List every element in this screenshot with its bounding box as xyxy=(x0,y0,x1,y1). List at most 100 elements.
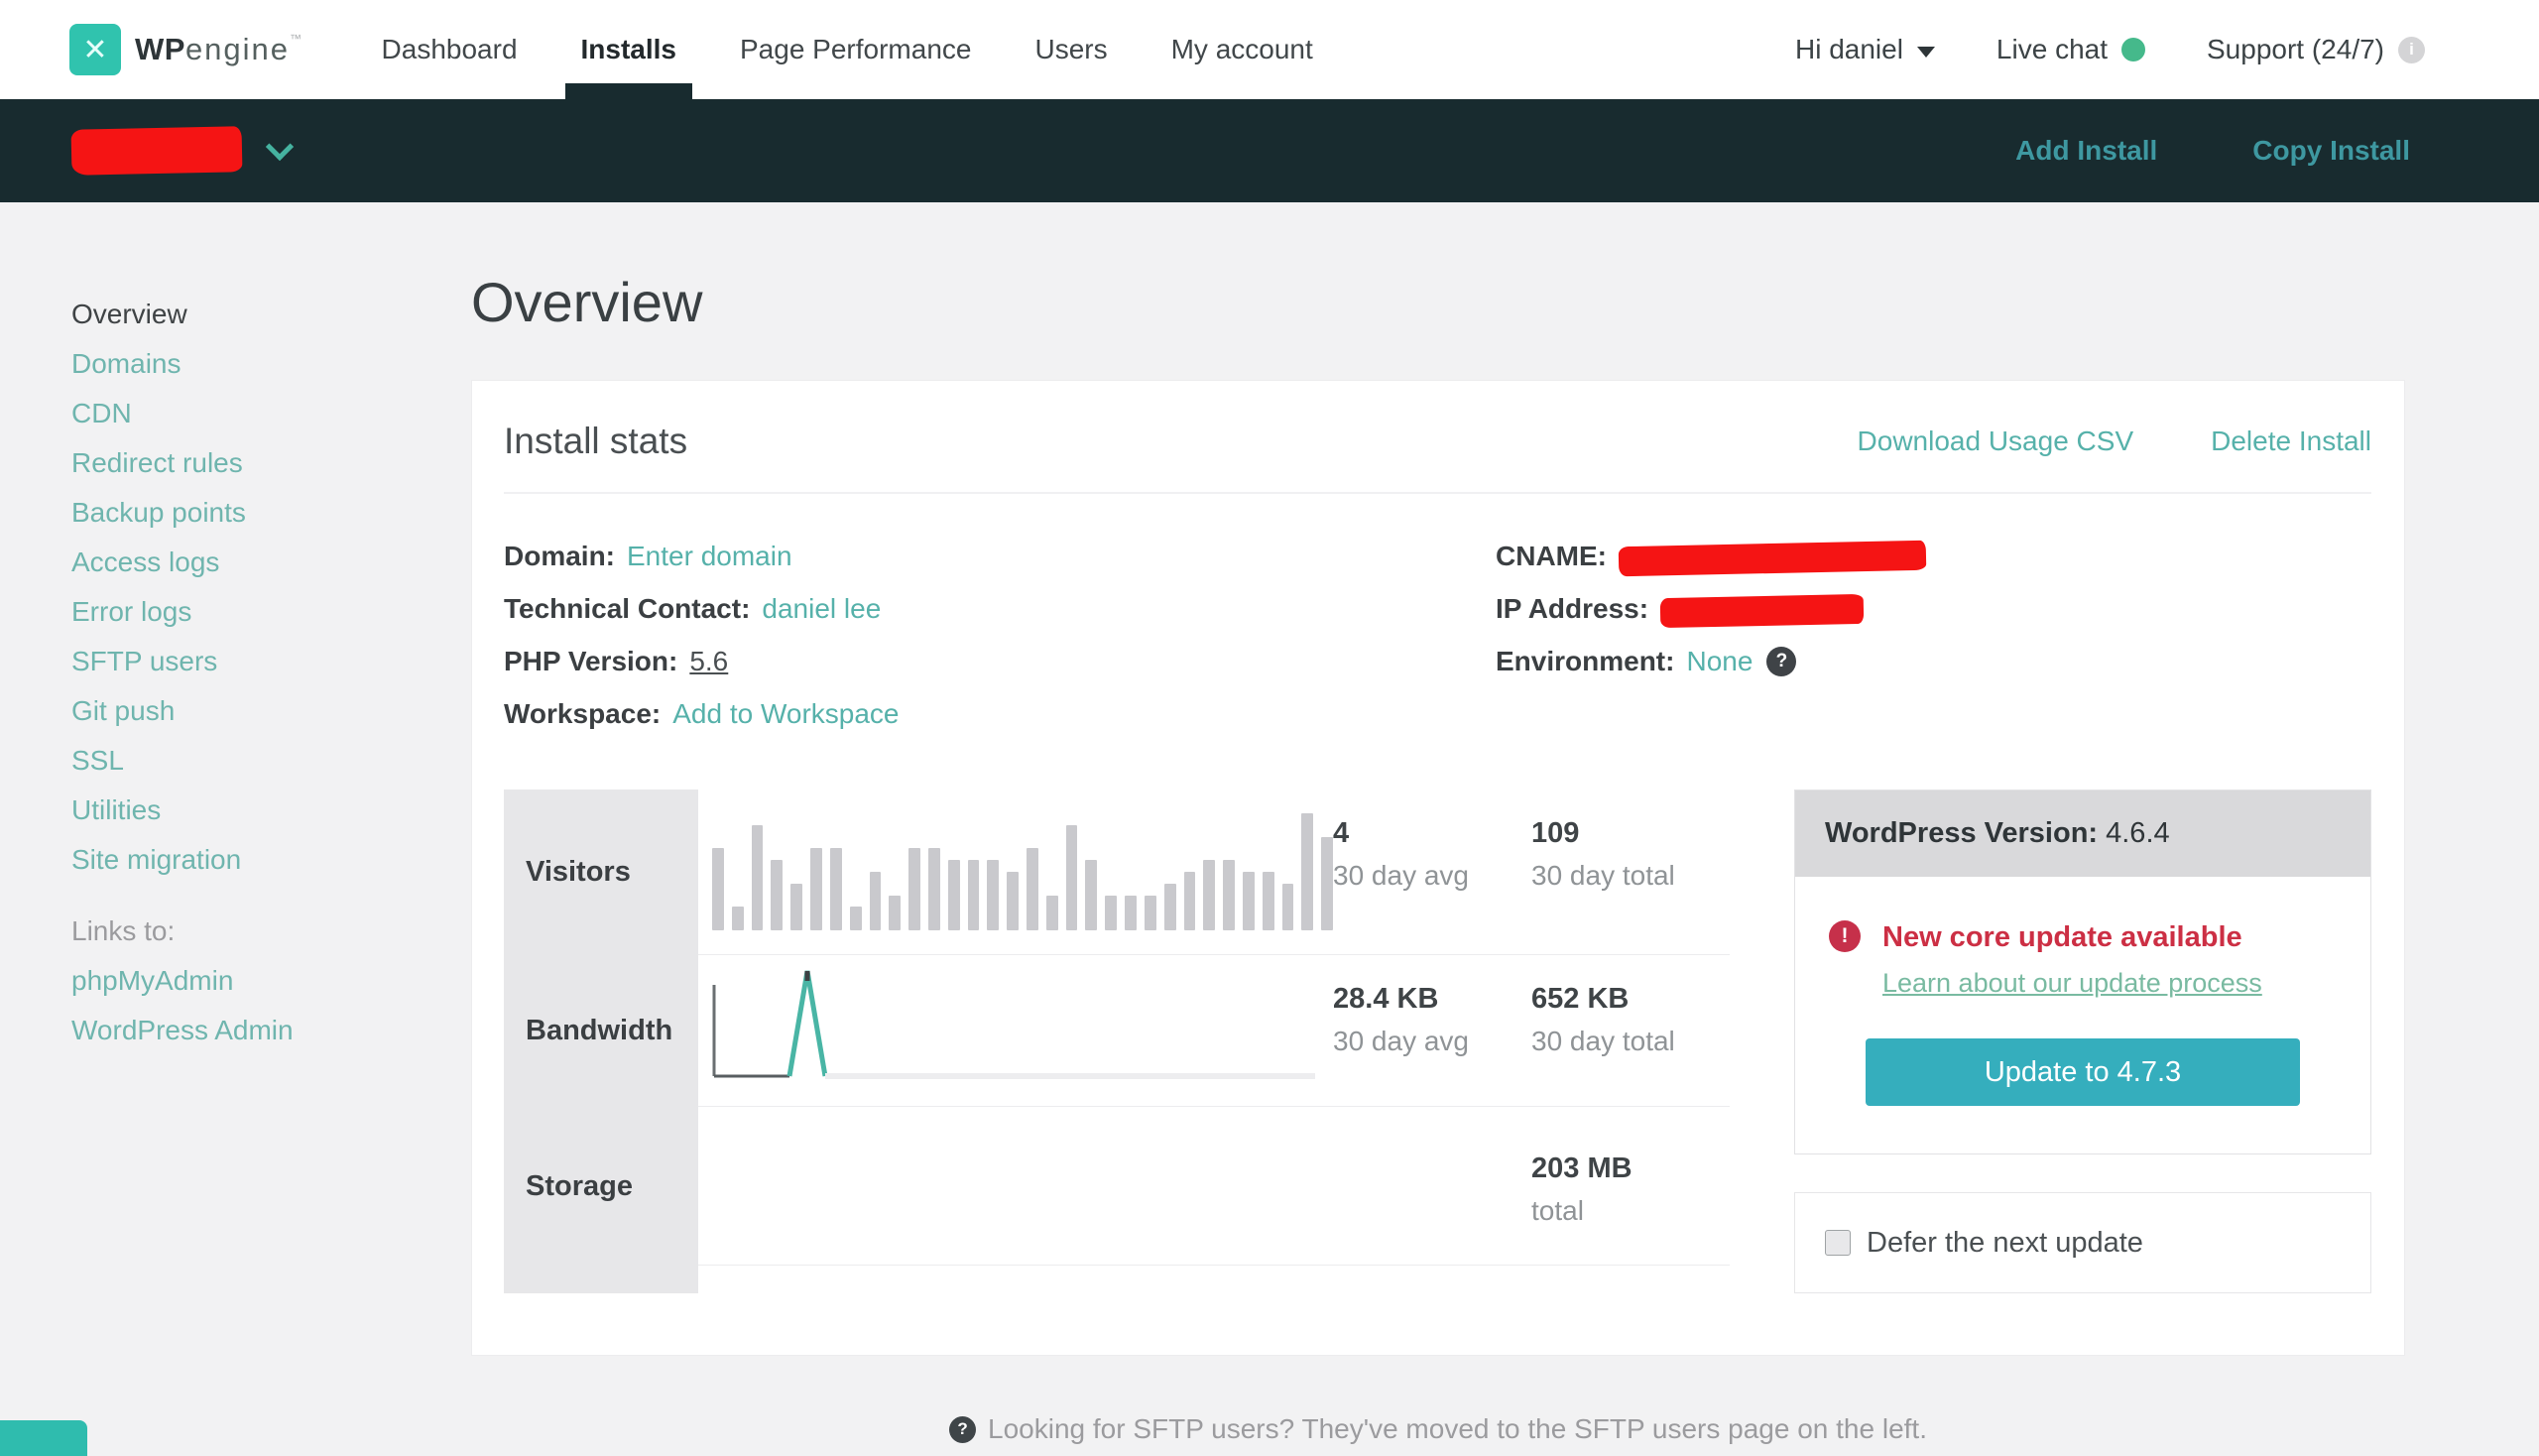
storage-total-cell: 203 MB total xyxy=(1531,1107,1730,1265)
wordpress-panel: WordPress Version: 4.6.4 ! New core upda… xyxy=(1794,789,2371,1293)
bandwidth-total-value: 652 KB xyxy=(1531,983,1630,1015)
enter-domain-link[interactable]: Enter domain xyxy=(627,541,792,571)
visitors-total-value: 109 xyxy=(1531,817,1580,849)
storage-avg-cell-empty xyxy=(1333,1107,1531,1265)
visitors-chart xyxy=(698,789,1333,954)
sidebar-item-domains[interactable]: Domains xyxy=(71,348,181,379)
visitors-bar xyxy=(771,860,784,930)
sidebar-item-ssl[interactable]: SSL xyxy=(71,745,124,776)
sidebar-item-git-push[interactable]: Git push xyxy=(71,695,176,726)
nav-right-group: Hi daniel Live chat Support (24/7) i xyxy=(1795,34,2425,65)
install-selector-bar: Add Install Copy Install xyxy=(0,99,2539,202)
defer-update-checkbox[interactable] xyxy=(1825,1230,1851,1256)
live-chat-label: Live chat xyxy=(1995,34,2108,64)
domain-label: Domain: xyxy=(504,541,615,571)
add-to-workspace-link[interactable]: Add to Workspace xyxy=(672,698,900,729)
visitors-bar xyxy=(810,848,822,930)
visitors-bar xyxy=(1144,895,1156,930)
visitors-bar xyxy=(712,848,724,930)
bandwidth-row-label: Bandwidth xyxy=(526,1015,673,1046)
add-install-button[interactable]: Add Install xyxy=(2015,135,2158,166)
wordpress-version-label: WordPress Version: xyxy=(1825,817,2099,849)
sidebar-item-cdn[interactable]: CDN xyxy=(71,398,132,428)
visitors-bar-chart xyxy=(712,813,1333,930)
defer-update-label[interactable]: Defer the next update xyxy=(1867,1226,2143,1259)
storage-row-label: Storage xyxy=(526,1169,633,1202)
support-button[interactable]: Support (24/7) i xyxy=(2207,34,2425,65)
visitors-bar xyxy=(1203,860,1216,930)
visitors-bar xyxy=(947,860,960,930)
visitors-bar xyxy=(1045,895,1058,930)
visitors-bar xyxy=(1007,872,1019,930)
environment-row: Environment: None ? xyxy=(1496,635,2371,687)
visitors-bar xyxy=(1301,813,1314,930)
visitors-bar xyxy=(1085,860,1098,930)
sidebar-item-backup-points[interactable]: Backup points xyxy=(71,497,246,528)
ip-address-row: IP Address: xyxy=(1496,582,2371,635)
help-icon[interactable]: ? xyxy=(1766,646,1797,676)
live-chat-button[interactable]: Live chat xyxy=(1996,34,2145,65)
download-usage-csv-link[interactable]: Download Usage CSV xyxy=(1857,425,2134,456)
visitors-bar xyxy=(967,860,980,930)
visitors-bar xyxy=(927,848,940,930)
wordpress-version-value: 4.6.4 xyxy=(2106,817,2170,849)
usage-stats-table: Visitors Bandwidth Storage 4 30 day avg xyxy=(504,789,1730,1293)
chat-status-dot-icon xyxy=(2121,38,2145,61)
visitors-bar xyxy=(849,907,862,930)
top-navigation: ✕ WPengine™ Dashboard Installs Page Perf… xyxy=(0,0,2539,99)
stats-rows-column: 4 30 day avg 109 30 day total xyxy=(698,789,1730,1293)
visitors-bar xyxy=(1163,883,1176,930)
wordpress-version-body: ! New core update available Learn about … xyxy=(1795,877,2370,1153)
visitors-bar xyxy=(1321,836,1333,930)
learn-update-process-link[interactable]: Learn about our update process xyxy=(1882,968,2262,998)
technical-contact-link[interactable]: daniel lee xyxy=(762,593,882,624)
visitors-bar xyxy=(908,848,920,930)
sidebar-item-overview[interactable]: Overview xyxy=(71,299,187,329)
install-info-right: CNAME: IP Address: Environment: None ? xyxy=(1496,530,2371,740)
primary-nav: Dashboard Installs Page Performance User… xyxy=(382,0,1313,99)
php-version-value[interactable]: 5.6 xyxy=(689,646,729,676)
visitors-row-label: Visitors xyxy=(526,856,631,888)
page-title: Overview xyxy=(471,271,703,333)
sidebar: Overview Domains CDN Redirect rules Back… xyxy=(0,202,347,1456)
sidebar-links-heading: Links to: xyxy=(71,915,176,946)
visitors-bar xyxy=(1065,824,1078,930)
sidebar-item-sftp-users[interactable]: SFTP users xyxy=(71,646,218,676)
environment-value-link[interactable]: None xyxy=(1686,646,1753,676)
visitors-bar xyxy=(1125,895,1137,930)
stats-section: Visitors Bandwidth Storage 4 30 day avg xyxy=(504,789,2371,1293)
sidebar-link-phpmyadmin[interactable]: phpMyAdmin xyxy=(71,965,234,996)
nav-item-installs[interactable]: Installs xyxy=(564,0,693,99)
user-menu[interactable]: Hi daniel xyxy=(1795,34,1935,65)
sidebar-item-error-logs[interactable]: Error logs xyxy=(71,596,192,627)
visitors-bar xyxy=(889,895,902,930)
nav-item-dashboard[interactable]: Dashboard xyxy=(381,34,518,64)
delete-install-link[interactable]: Delete Install xyxy=(2211,425,2371,456)
sidebar-link-wordpress-admin[interactable]: WordPress Admin xyxy=(71,1015,294,1045)
install-info-left: Domain: Enter domain Technical Contact: … xyxy=(504,530,1496,740)
cname-value-redacted xyxy=(1618,540,1927,576)
sidebar-item-site-migration[interactable]: Site migration xyxy=(71,844,242,875)
visitors-total-caption: 30 day total xyxy=(1531,860,1675,891)
visitors-bar xyxy=(1105,895,1118,930)
bandwidth-avg-caption: 30 day avg xyxy=(1333,1026,1469,1056)
install-name-redacted xyxy=(70,126,243,176)
install-selector[interactable] xyxy=(70,126,295,176)
sidebar-item-redirect-rules[interactable]: Redirect rules xyxy=(71,447,243,478)
sidebar-item-access-logs[interactable]: Access logs xyxy=(71,546,220,577)
visitors-avg-value: 4 xyxy=(1333,817,1350,849)
update-to-473-button[interactable]: Update to 4.7.3 xyxy=(1866,1038,2300,1106)
storage-total-caption: total xyxy=(1531,1195,1584,1226)
nav-item-my-account[interactable]: My account xyxy=(1170,34,1313,64)
chat-widget-sliver[interactable] xyxy=(0,1420,87,1456)
install-stats-card: Install stats Download Usage CSV Delete … xyxy=(471,380,2405,1356)
wpengine-logo[interactable]: ✕ WPengine™ xyxy=(69,24,302,75)
sidebar-item-utilities[interactable]: Utilities xyxy=(71,794,162,825)
visitors-row: 4 30 day avg 109 30 day total xyxy=(698,789,1730,955)
nav-item-users[interactable]: Users xyxy=(1034,34,1108,64)
nav-item-page-performance[interactable]: Page Performance xyxy=(740,34,972,64)
copy-install-button[interactable]: Copy Install xyxy=(2252,135,2410,166)
bandwidth-avg-cell: 28.4 KB 30 day avg xyxy=(1333,955,1531,1106)
storage-chart-empty xyxy=(698,1107,1333,1265)
visitors-bar xyxy=(1262,872,1274,930)
